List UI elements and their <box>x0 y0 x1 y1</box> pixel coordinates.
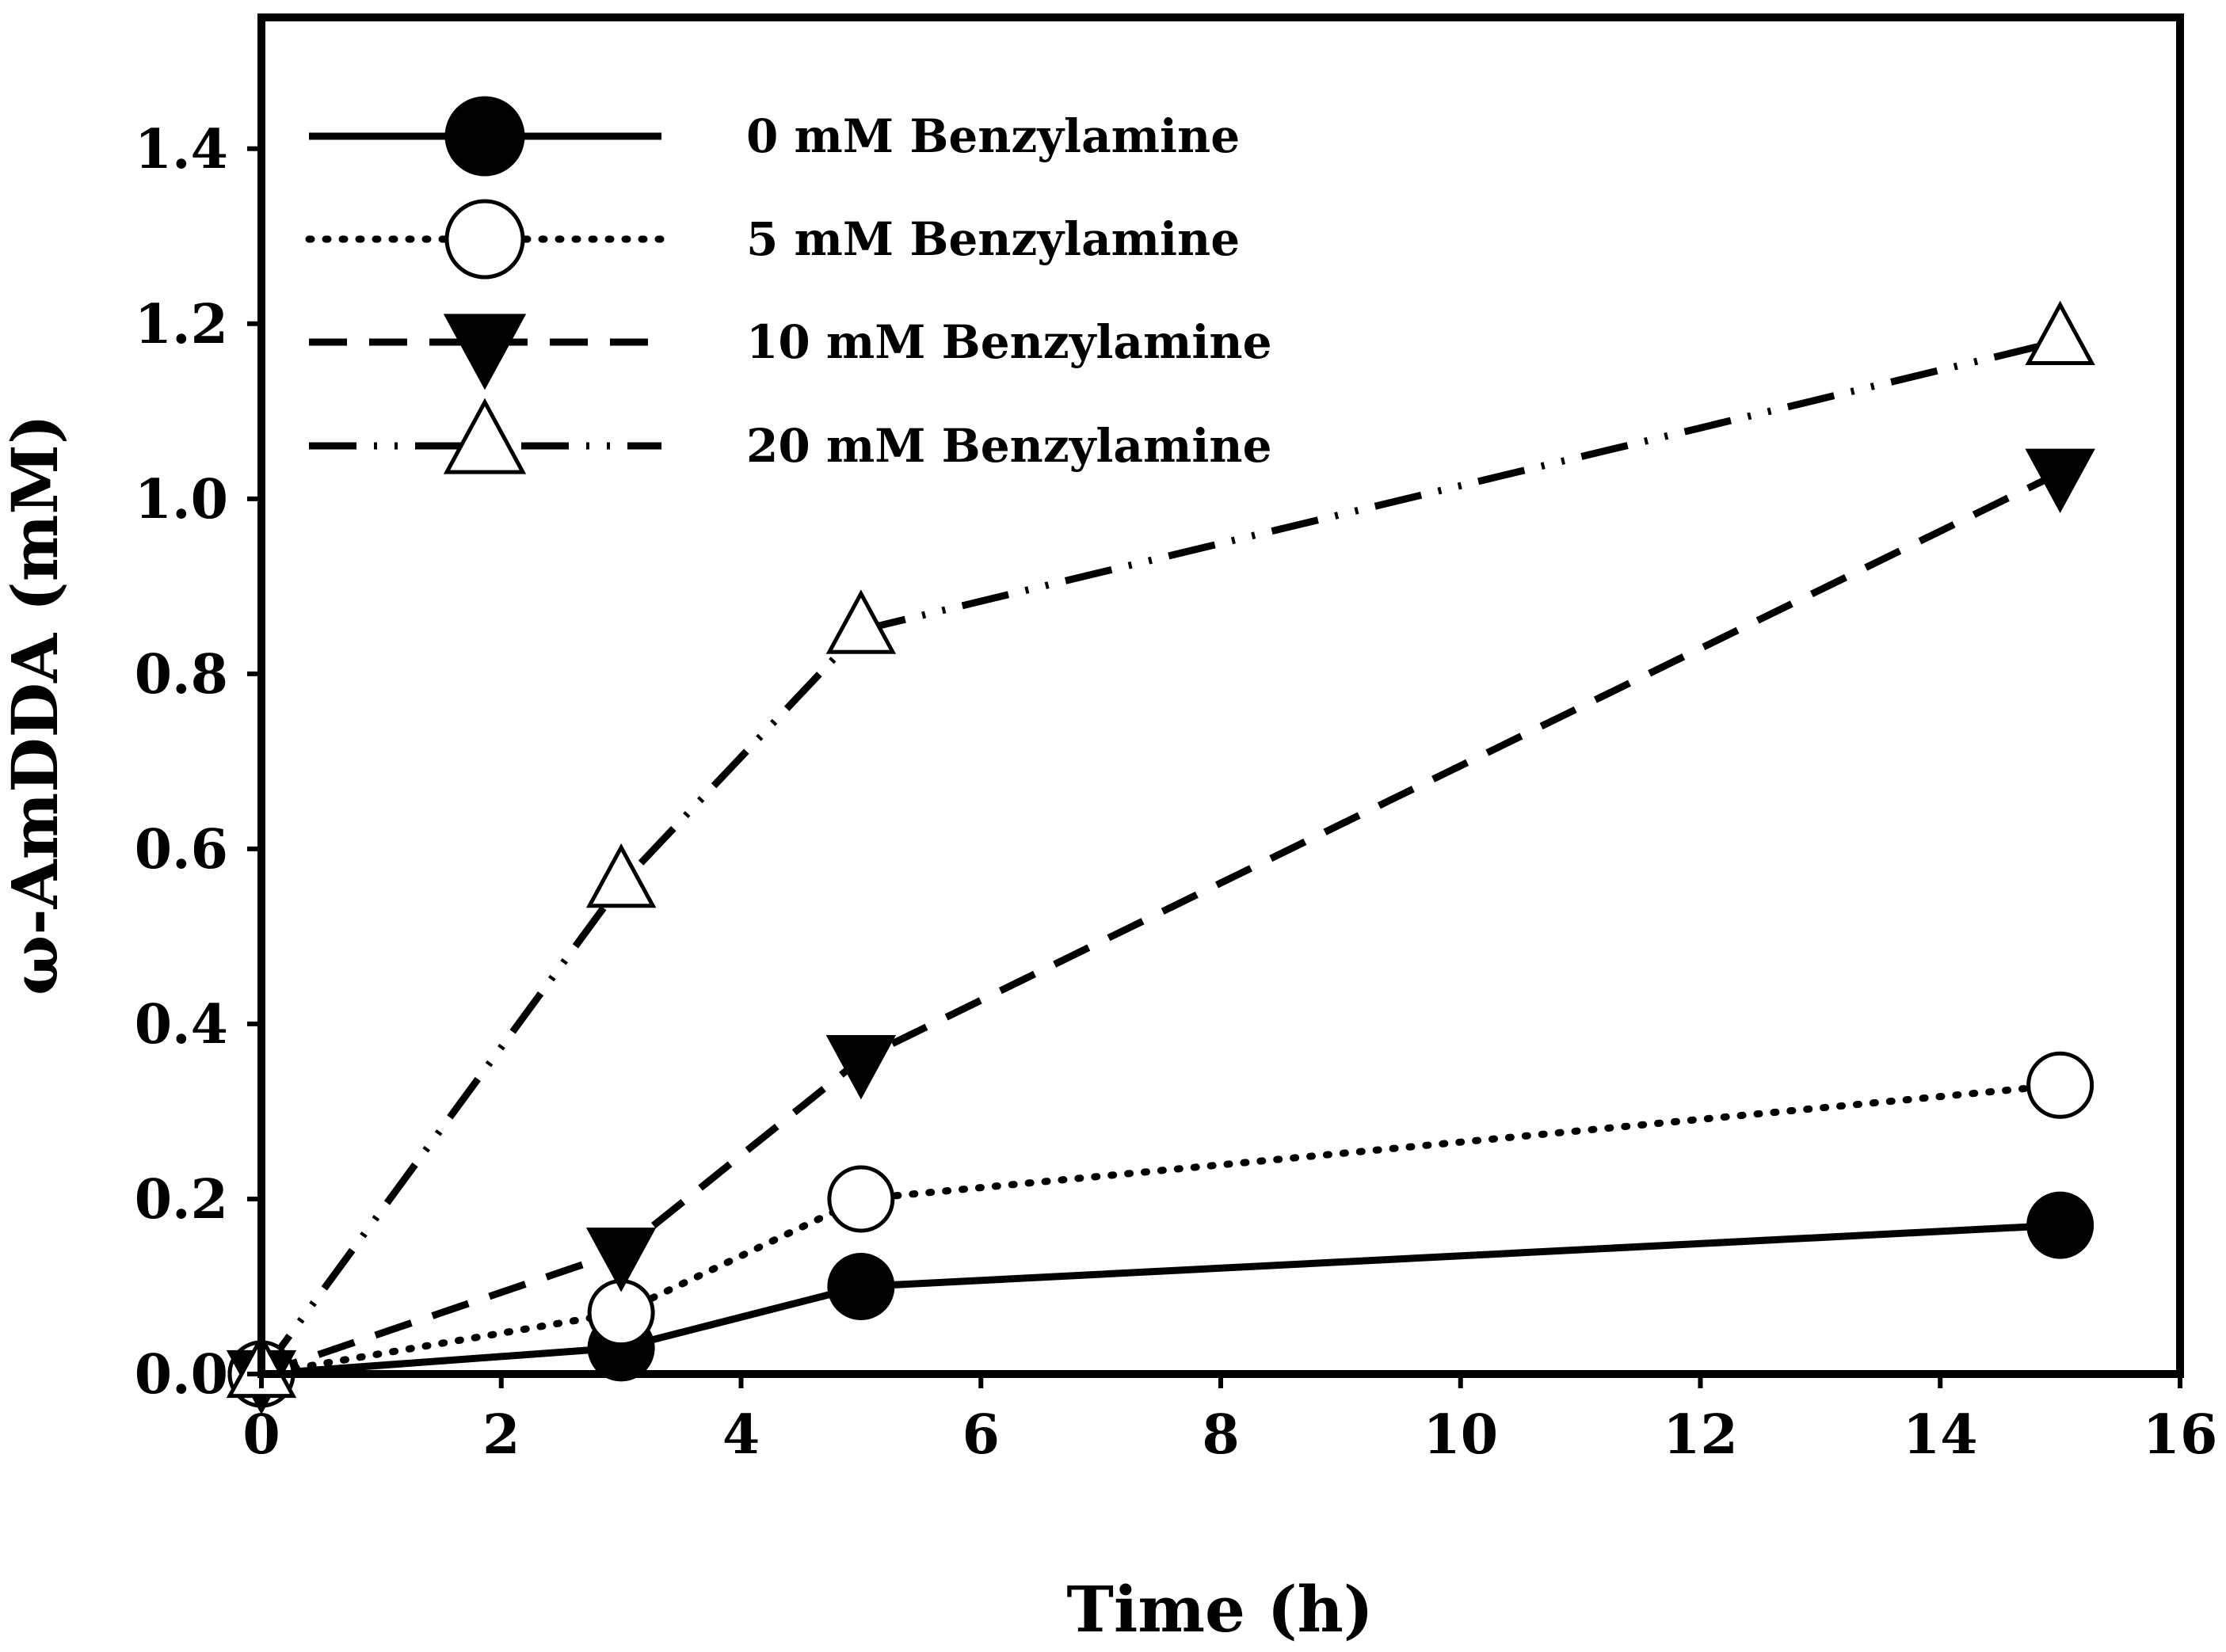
data-point <box>2026 1051 2094 1119</box>
data-point <box>825 1035 897 1100</box>
data-point <box>827 1165 895 1233</box>
y-tick-label: 0.4 <box>135 993 228 1056</box>
series-markers <box>226 300 2095 1415</box>
y-tick-label: 1.0 <box>135 468 228 531</box>
x-tick-label: 10 <box>1423 1403 1498 1467</box>
data-point <box>827 1252 895 1320</box>
x-tick-label: 2 <box>482 1403 520 1467</box>
y-tick-label: 0.0 <box>135 1343 228 1406</box>
x-tick-label: 14 <box>1903 1403 1978 1467</box>
legend-label: 0 mM Benzylamine <box>746 109 1240 163</box>
series-line-1 <box>257 1081 2064 1378</box>
legend-label: 20 mM Benzylamine <box>746 419 1272 473</box>
x-tick-label: 8 <box>1202 1403 1239 1467</box>
series-line-2 <box>260 469 2062 1378</box>
x-tick-label: 6 <box>962 1403 1000 1467</box>
x-tick-label: 16 <box>2143 1403 2218 1467</box>
data-point <box>585 843 657 908</box>
legend-marker <box>443 314 527 390</box>
series-lines <box>257 337 2064 1378</box>
legend-label: 5 mM Benzylamine <box>746 212 1240 266</box>
data-point <box>825 589 897 654</box>
legend-marker <box>444 199 525 280</box>
legend-label: 10 mM Benzylamine <box>746 315 1272 369</box>
y-axis-title: ω-AmDDA (mM) <box>0 414 72 995</box>
x-tick-label: 0 <box>242 1403 280 1467</box>
series-line-3 <box>258 337 2061 1376</box>
data-point <box>585 1228 657 1292</box>
data-point <box>2025 448 2095 513</box>
y-tick-label: 0.2 <box>135 1168 228 1231</box>
data-point <box>2026 1191 2094 1259</box>
y-tick-label: 1.4 <box>135 118 228 181</box>
x-tick-label: 4 <box>722 1403 760 1467</box>
axes: 0 2 4 6 8 10 12 14 16 0.0 0.2 0.4 0.6 0.8 1.0 1.2 1.4 <box>135 13 2218 1467</box>
legend-marker <box>443 398 527 474</box>
y-tick-label: 0.6 <box>135 818 228 881</box>
series-line-0 <box>261 1221 2060 1378</box>
x-tick-label: 12 <box>1663 1403 1738 1467</box>
legend: 0 mM Benzylamine 5 mM Benzylamine 10 mM Be… <box>305 96 1272 474</box>
data-point <box>2025 300 2095 366</box>
x-axis-title: Time (h) <box>1066 1572 1373 1646</box>
legend-marker <box>444 96 525 177</box>
y-tick-label: 0.8 <box>135 643 228 706</box>
y-tick-label: 1.2 <box>135 293 228 356</box>
